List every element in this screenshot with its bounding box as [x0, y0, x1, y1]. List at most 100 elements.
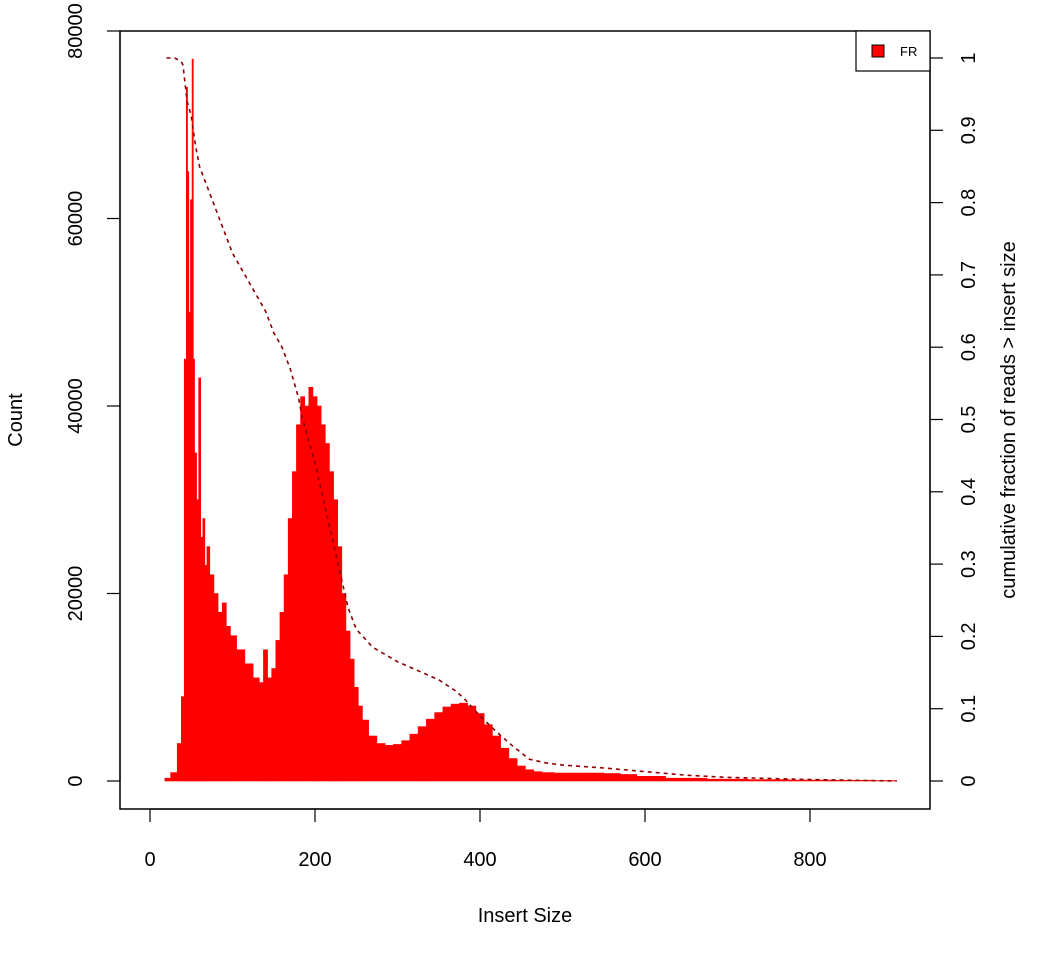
- x-tick-label: 400: [463, 849, 496, 871]
- histogram-bar: [553, 772, 572, 782]
- y-axis-left: 0 20000 40000 60000 80000: [65, 3, 121, 787]
- histogram-bar: [533, 771, 543, 782]
- histogram-bar: [164, 777, 171, 782]
- histogram-bar: [353, 686, 359, 782]
- x-tick-label: 800: [793, 849, 826, 871]
- histogram-bar: [287, 518, 293, 782]
- y2-tick-label: 1: [958, 52, 980, 63]
- histogram-bar: [316, 405, 322, 782]
- x-tick-label: 200: [298, 849, 331, 871]
- y-tick-label: 0: [65, 775, 87, 786]
- histogram-bar: [417, 726, 427, 782]
- histogram-bar: [304, 405, 310, 782]
- histogram-bar: [312, 396, 318, 782]
- histogram-bar: [525, 769, 534, 782]
- histogram-bar: [170, 772, 178, 782]
- histogram-bar: [541, 772, 555, 782]
- histogram-bar: [516, 765, 526, 782]
- x-axis: 0 200 400 600 800: [144, 808, 827, 871]
- histogram-bar: [636, 776, 666, 782]
- legend-label-fr: FR: [900, 44, 917, 59]
- histogram-bar: [747, 779, 790, 782]
- cumulative-fraction-line: [166, 57, 897, 782]
- y2-tick-label: 0: [958, 775, 980, 786]
- x-tick-label: 600: [628, 849, 661, 871]
- histogram-bar: [202, 518, 206, 782]
- histogram-bar: [236, 649, 246, 782]
- histogram-bar: [586, 772, 605, 782]
- histogram-bar: [570, 772, 588, 782]
- histogram-bar: [198, 377, 202, 782]
- y2-tick-label: 0.8: [958, 189, 980, 217]
- histogram-bar: [296, 424, 301, 782]
- histogram-bar: [244, 663, 254, 782]
- histogram-bar: [467, 705, 477, 782]
- y2-tick-label: 0.5: [958, 406, 980, 434]
- histogram-bar: [401, 740, 411, 782]
- histogram-bar: [213, 593, 219, 782]
- y2-tick-label: 0.2: [958, 622, 980, 650]
- histogram-bar: [603, 773, 621, 782]
- y-tick-label: 60000: [65, 191, 87, 247]
- histogram-bar: [434, 712, 444, 782]
- y2-tick-label: 0.7: [958, 261, 980, 289]
- histogram-bar: [393, 744, 402, 782]
- histogram-bar: [263, 649, 268, 782]
- y-tick-label: 40000: [65, 378, 87, 434]
- histogram-bar: [333, 499, 338, 782]
- histogram-bar: [267, 677, 272, 782]
- histogram-bar: [194, 452, 197, 782]
- histogram-bar: [376, 743, 386, 782]
- x-axis-title: Insert Size: [478, 905, 572, 927]
- histogram-bar: [349, 658, 355, 782]
- histogram-bar: [337, 546, 343, 782]
- histogram-bar: [259, 682, 264, 782]
- histogram-bar: [275, 640, 281, 782]
- histogram-bar: [475, 713, 485, 782]
- histogram-bar: [181, 696, 185, 782]
- y2-axis-title: cumulative fraction of reads > insert si…: [998, 241, 1020, 598]
- x-tick-label: 0: [144, 849, 155, 871]
- histogram-bar: [221, 602, 227, 782]
- histogram-bar: [200, 536, 204, 782]
- histogram-bar: [196, 499, 199, 782]
- histogram-bar: [358, 705, 363, 782]
- histogram-bar: [483, 724, 493, 782]
- histogram-bar: [368, 735, 378, 782]
- histogram-bars: [164, 58, 897, 782]
- y2-tick-label: 0.9: [958, 116, 980, 144]
- histogram-bar: [508, 758, 518, 782]
- histogram-bar: [706, 778, 749, 782]
- histogram-bar: [230, 635, 237, 782]
- histogram-bar: [426, 718, 435, 782]
- histogram-bar: [341, 593, 347, 782]
- histogram-bar: [320, 424, 326, 782]
- histogram-bar: [384, 745, 394, 782]
- y2-tick-label: 0.6: [958, 333, 980, 361]
- histogram-bar: [459, 702, 468, 782]
- histogram-bar: [183, 358, 187, 782]
- histogram-bar: [209, 574, 215, 782]
- histogram-bar: [217, 611, 223, 782]
- y-tick-label: 80000: [65, 3, 87, 59]
- histogram-bar: [176, 743, 182, 782]
- y-axis-right: 0 0.1 0.2 0.3 0.4 0.5 0.6 0.7 0.8 0.9 1: [929, 52, 980, 787]
- histogram-bar: [442, 706, 452, 782]
- y2-tick-label: 0.3: [958, 550, 980, 578]
- y-axis-title: Count: [5, 393, 27, 447]
- y2-tick-label: 0.4: [958, 478, 980, 506]
- histogram-bar: [252, 677, 260, 782]
- histogram-bar: [206, 546, 211, 782]
- legend: FR: [855, 30, 931, 72]
- histogram-bar: [300, 396, 305, 782]
- histogram-bar: [325, 443, 330, 782]
- histogram-bar: [271, 668, 277, 782]
- histogram-bar: [492, 735, 501, 782]
- histogram-bar: [665, 777, 708, 782]
- legend-box: [855, 30, 931, 72]
- histogram-bar: [362, 719, 369, 782]
- histogram-bar: [292, 471, 297, 782]
- histogram-bar: [279, 611, 285, 782]
- legend-swatch-fr: [871, 44, 885, 58]
